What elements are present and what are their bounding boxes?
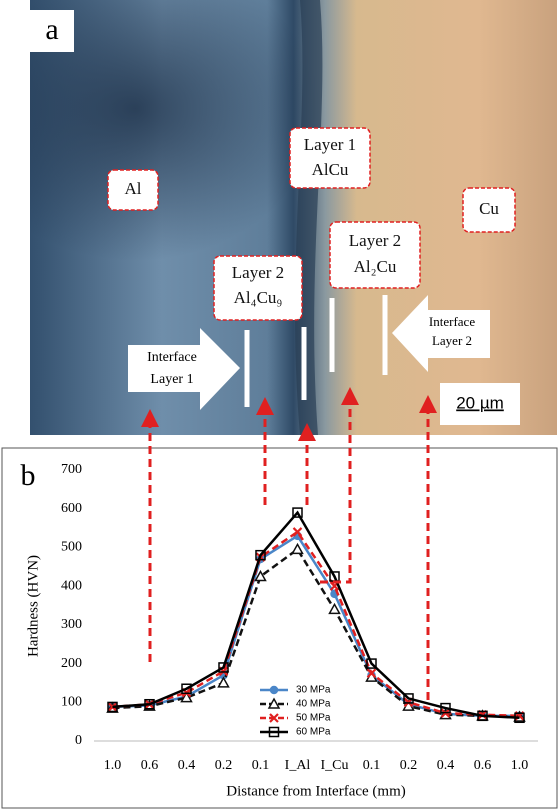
x-tick-label: 0.4 — [437, 758, 455, 773]
callout-text: Cu — [479, 199, 499, 218]
point — [292, 527, 303, 537]
y-tick-label: 200 — [61, 656, 82, 671]
chart-frame — [1, 447, 558, 809]
legend-label: 30 MPa — [296, 685, 331, 696]
callout-text: Layer 2 — [232, 263, 284, 282]
point — [514, 712, 525, 724]
x-tick-label: I_Cu — [321, 758, 349, 773]
scale-bar-box — [440, 383, 520, 425]
micrograph: a Al Layer 1 AlCu Cu Layer 2 Al₂Cu Layer… — [30, 0, 557, 435]
arrow-shape — [128, 328, 240, 410]
legend-marker — [267, 697, 281, 709]
point — [107, 701, 118, 713]
callout-text: Layer 2 — [349, 231, 401, 250]
point — [328, 602, 341, 615]
legend-marker — [269, 685, 279, 695]
scale-bar: 20 µm — [456, 393, 504, 412]
series-line — [112, 547, 520, 719]
guide-arrows — [141, 387, 437, 700]
point — [255, 549, 266, 561]
y-tick-label: 0 — [75, 733, 82, 748]
y-axis-title: Hardness (HVN) — [25, 555, 41, 657]
legend-marker — [268, 726, 280, 738]
x-tick-label: 0.6 — [474, 758, 492, 773]
arrow-text: Interface — [429, 314, 475, 329]
x-tick-label: 0.6 — [141, 758, 159, 773]
arrow-shape — [392, 295, 490, 372]
x-tick-label: 0.2 — [215, 758, 233, 773]
point — [218, 662, 229, 673]
point — [292, 507, 303, 518]
x-tick-label: I_Al — [285, 758, 311, 773]
x-tick-label: 0.1 — [252, 758, 270, 773]
panel-label-box — [30, 10, 74, 52]
callout-text: AlCu — [312, 160, 349, 179]
point — [181, 683, 192, 694]
arrow-text: Layer 2 — [432, 333, 472, 348]
point — [291, 542, 304, 555]
point — [254, 569, 267, 582]
panel-label: a — [45, 13, 58, 46]
arrow-text: Interface — [147, 350, 197, 365]
point — [440, 702, 451, 714]
point — [217, 676, 230, 688]
panel-label: b — [21, 459, 36, 492]
y-tick-label: 300 — [61, 617, 82, 632]
series-line — [112, 530, 520, 718]
point — [477, 710, 488, 722]
callout-box — [213, 255, 303, 321]
legend: 30 MPa 40 MPa 50 MPa 60 MPa — [255, 681, 351, 741]
point — [366, 658, 377, 669]
x-tick-label: 0.4 — [178, 758, 196, 773]
x-axis-title: Distance from Interface (mm) — [226, 783, 406, 799]
plot: 0 100 200 300 400 500 600 700 1.0 0.6 0.4 0.2 0.1 I_A… — [61, 462, 538, 773]
point — [403, 693, 414, 704]
y-tick-label: 600 — [61, 501, 82, 516]
x-tick-label: 1.0 — [511, 758, 529, 773]
callout-box — [289, 127, 371, 189]
interface-markers — [244, 295, 388, 407]
legend-label: 60 MPa — [296, 727, 331, 738]
point — [144, 698, 155, 710]
legend-label: 40 MPa — [296, 699, 331, 710]
x-tick-label: 0.1 — [363, 758, 381, 773]
y-tick-label: 100 — [61, 695, 82, 710]
callout-box — [107, 169, 159, 211]
series-line — [112, 510, 520, 720]
callout-text: Layer 1 — [304, 135, 356, 154]
callout-text: Al₂Cu — [354, 257, 397, 276]
y-tick-label: 500 — [61, 540, 82, 555]
callout-text: Al₄Cu₉ — [234, 288, 283, 307]
x-tick-label: 1.0 — [104, 758, 122, 773]
callout-text: Al — [125, 179, 142, 198]
point — [180, 691, 193, 703]
legend-label: 50 MPa — [296, 713, 331, 724]
point — [366, 668, 377, 679]
callout-box — [329, 221, 421, 289]
x-tick-label: 0.2 — [400, 758, 418, 773]
callout-box — [462, 187, 516, 233]
legend-marker — [269, 713, 279, 723]
y-tick-label: 400 — [61, 578, 82, 593]
arrow-text: Layer 1 — [150, 372, 193, 387]
y-tick-label: 700 — [61, 462, 82, 477]
